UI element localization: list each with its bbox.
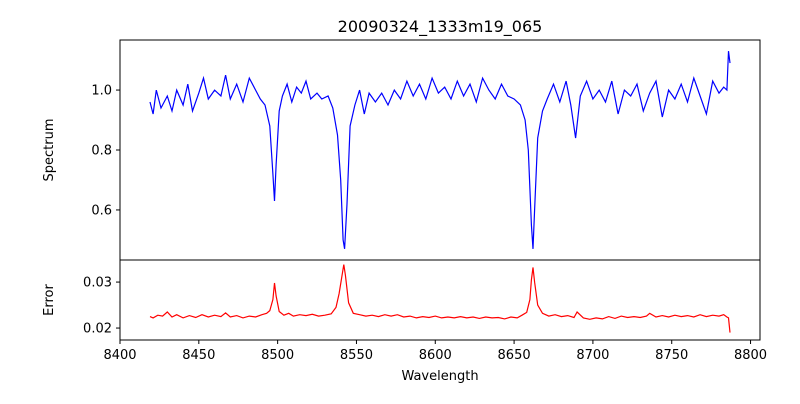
error-line [149, 264, 731, 333]
x-tick-label: 8800 [734, 348, 767, 363]
error-panel: 0.02 0.03 8400 8450 8500 8550 8600 8650 8700 8750… [83, 259, 767, 363]
y-tick-label: 0.03 [83, 276, 112, 291]
y-axis-label-error: Error [42, 284, 57, 316]
x-tick-label: 8750 [655, 348, 688, 363]
y-tick-label: 0.8 [91, 144, 112, 159]
axes-frame [119, 39, 761, 261]
x-tick-label: 8450 [182, 348, 215, 363]
x-tick-label: 8650 [498, 348, 531, 363]
x-axis-label: Wavelength [401, 369, 478, 384]
x-tick-label: 8400 [103, 348, 136, 363]
x-tick-label: 8550 [340, 348, 373, 363]
y-tick-label: 0.02 [83, 322, 112, 337]
x-tick-label: 8700 [576, 348, 609, 363]
chart-title: 20090324_1333m19_065 [338, 17, 543, 37]
y-tick-label: 0.6 [91, 203, 112, 218]
x-tick-label: 8600 [419, 348, 452, 363]
y-tick-label: 1.0 [91, 84, 112, 99]
spectrum-line [149, 51, 731, 249]
x-tick-label: 8500 [261, 348, 294, 363]
axes-frame [119, 259, 761, 341]
spectrum-panel: 0.6 0.8 1.0 [91, 39, 761, 261]
y-axis-label-spectrum: Spectrum [42, 119, 57, 182]
